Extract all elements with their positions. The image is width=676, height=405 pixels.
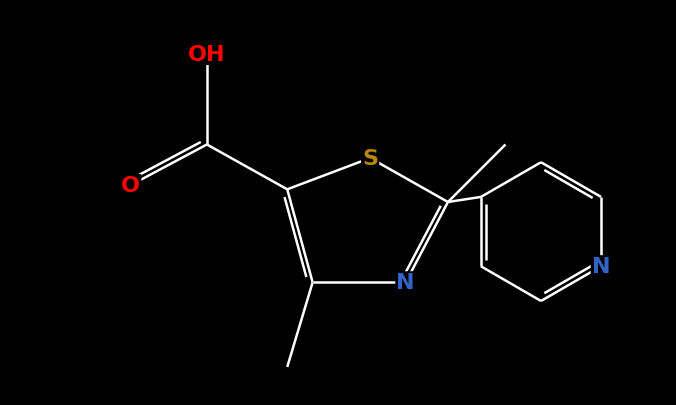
Text: N: N bbox=[592, 257, 610, 277]
Text: OH: OH bbox=[188, 45, 226, 65]
Text: N: N bbox=[396, 273, 415, 293]
Text: O: O bbox=[121, 176, 141, 196]
Text: S: S bbox=[362, 149, 378, 168]
